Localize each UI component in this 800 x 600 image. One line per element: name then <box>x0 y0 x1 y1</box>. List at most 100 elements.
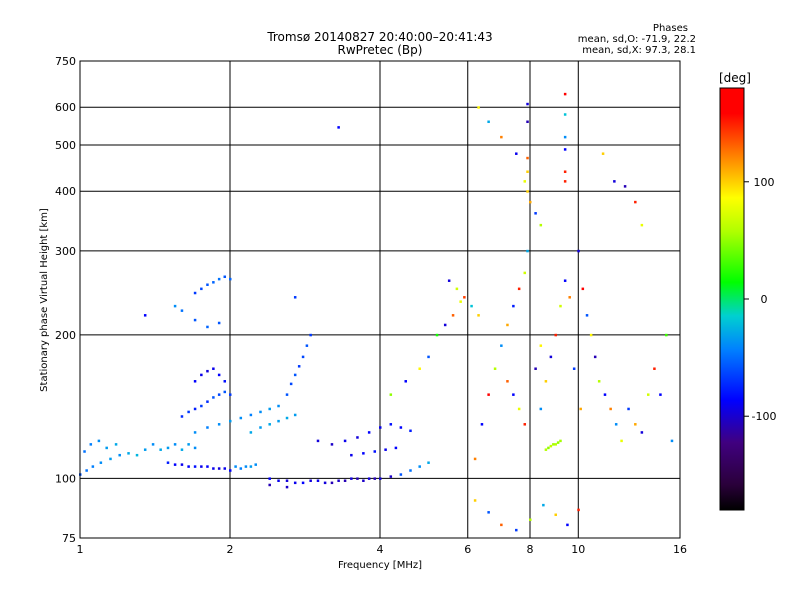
data-point <box>180 463 184 466</box>
data-point <box>244 465 248 468</box>
data-point <box>427 461 430 464</box>
data-point <box>577 249 580 253</box>
data-point <box>234 465 237 468</box>
data-point <box>277 419 280 423</box>
data-point <box>549 355 553 359</box>
data-point <box>634 423 637 426</box>
data-point <box>173 443 177 446</box>
data-point <box>559 439 562 443</box>
data-point <box>389 423 393 426</box>
data-point <box>206 325 209 329</box>
data-point <box>268 477 271 480</box>
data-point <box>614 423 618 426</box>
data-point <box>487 393 490 396</box>
x-axis-ticks: 1 2 4 6 8 10 16 <box>77 543 688 556</box>
data-point <box>477 106 480 109</box>
data-point <box>581 287 585 291</box>
data-point <box>97 439 101 443</box>
data-point <box>223 380 227 383</box>
data-point <box>180 448 184 451</box>
data-point <box>297 365 301 368</box>
data-point <box>526 249 529 253</box>
data-point <box>217 467 221 470</box>
data-point <box>362 452 365 455</box>
data-point <box>277 479 280 482</box>
data-point <box>459 300 462 303</box>
data-point <box>285 416 289 420</box>
colorbar-tick-label: 100 <box>754 176 775 189</box>
y-tick-label: 300 <box>55 245 76 258</box>
data-point <box>367 431 371 434</box>
data-point <box>552 443 555 446</box>
data-point <box>206 283 209 286</box>
data-point <box>563 135 567 139</box>
data-point <box>539 344 543 347</box>
data-point <box>217 393 221 396</box>
data-point <box>556 441 560 444</box>
data-point <box>187 410 190 414</box>
data-points <box>79 92 674 532</box>
data-point <box>206 465 209 468</box>
data-point <box>206 400 209 403</box>
data-point <box>323 481 327 485</box>
data-point <box>526 102 529 106</box>
y-tick-label: 500 <box>55 139 76 152</box>
data-point <box>549 444 553 448</box>
data-point <box>343 479 347 482</box>
data-point <box>173 304 177 308</box>
y-axis-ticks: 75 100 200 300 400 500 600 750 <box>55 55 76 545</box>
phases-o-stats: mean, sd,O: -71.9, 22.2 <box>578 34 696 45</box>
data-point <box>526 120 529 124</box>
data-point <box>623 185 627 188</box>
data-point <box>285 479 289 482</box>
data-point <box>143 314 147 317</box>
data-point <box>534 367 537 370</box>
data-point <box>523 423 527 426</box>
data-point <box>114 443 118 446</box>
data-point <box>217 321 221 325</box>
data-point <box>259 410 262 414</box>
data-point <box>646 393 650 396</box>
data-point <box>301 481 305 485</box>
data-point <box>506 323 509 327</box>
data-point <box>447 279 451 282</box>
data-point <box>477 314 480 317</box>
data-point <box>500 523 503 527</box>
data-point <box>512 304 515 308</box>
data-point <box>418 465 421 468</box>
data-point <box>239 416 243 420</box>
data-point <box>640 431 644 434</box>
data-point <box>609 407 612 411</box>
data-point <box>506 380 509 383</box>
data-point <box>206 369 209 373</box>
x-tick-label: 10 <box>571 543 585 556</box>
data-point <box>193 318 197 322</box>
data-point <box>384 448 387 451</box>
data-point <box>404 380 407 383</box>
data-point <box>554 443 557 446</box>
data-point <box>544 380 548 383</box>
data-point <box>217 423 221 426</box>
data-point <box>473 499 477 502</box>
data-point <box>268 423 271 426</box>
data-point <box>249 465 253 468</box>
data-point <box>289 382 293 386</box>
data-point <box>515 152 518 155</box>
y-tick-label: 100 <box>55 472 76 485</box>
data-point <box>173 463 177 466</box>
x-axis-label: Frequency [MHz] <box>338 560 422 571</box>
data-point <box>563 148 567 151</box>
data-point <box>566 523 569 527</box>
data-point <box>200 287 203 291</box>
data-point <box>589 333 593 337</box>
data-point <box>634 200 637 204</box>
data-point <box>373 477 377 480</box>
data-point <box>373 450 377 453</box>
data-point <box>585 314 589 317</box>
colorbar-gradient <box>719 87 745 511</box>
data-point <box>254 463 257 466</box>
data-point <box>542 503 545 507</box>
data-point <box>356 477 359 480</box>
data-point <box>350 477 353 480</box>
data-point <box>206 426 209 429</box>
